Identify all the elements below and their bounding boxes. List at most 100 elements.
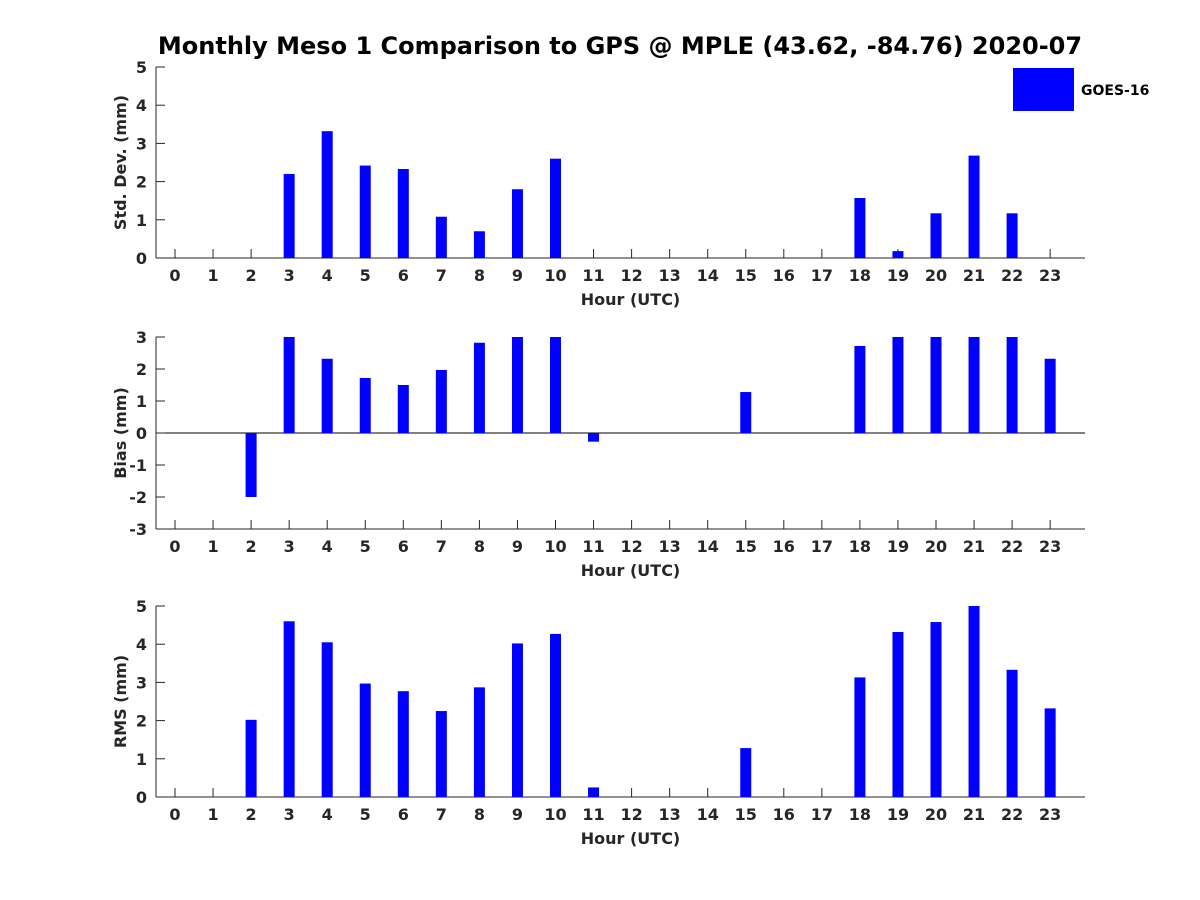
y-tick-label: 4: [136, 635, 147, 654]
bar-stddev-4: [321, 131, 333, 258]
legend-label: GOES-16: [1081, 83, 1149, 99]
x-tick-label: 17: [811, 266, 833, 285]
bar-stddev-7: [435, 216, 447, 258]
bar-rms-5: [359, 683, 371, 797]
y-tick-label: 0: [136, 788, 147, 807]
y-tick-label: 3: [136, 134, 147, 153]
bar-stddev-10: [550, 158, 561, 258]
bar-rms-2: [245, 719, 257, 797]
y-tick-label: 2: [136, 173, 147, 192]
x-tick-label: 16: [773, 537, 795, 556]
x-tick-label: 21: [963, 266, 985, 285]
x-tick-label: 19: [887, 266, 909, 285]
x-tick-label: 6: [398, 537, 409, 556]
x-tick-label: 10: [544, 805, 566, 824]
x-tick-label: 1: [207, 805, 218, 824]
bar-rms-20: [930, 622, 942, 797]
x-tick-label: 6: [398, 266, 409, 285]
x-tick-label: 20: [925, 805, 947, 824]
x-axis-label: Hour (UTC): [581, 829, 681, 848]
x-tick-label: 10: [544, 537, 566, 556]
bar-rms-3: [283, 621, 295, 797]
x-tick-label: 23: [1039, 537, 1061, 556]
y-tick-label: 3: [136, 328, 147, 347]
bar-stddev-18: [854, 198, 866, 258]
x-tick-label: 0: [169, 537, 180, 556]
bar-stddev-8: [473, 231, 485, 258]
bar-stddev-3: [283, 173, 295, 258]
x-tick-label: 22: [1001, 805, 1023, 824]
y-tick-label: 5: [136, 597, 147, 616]
x-tick-label: 1: [207, 537, 218, 556]
x-tick-label: 3: [284, 805, 295, 824]
x-tick-label: 2: [246, 805, 257, 824]
x-tick-label: 7: [436, 266, 447, 285]
x-tick-label: 16: [773, 266, 795, 285]
x-tick-label: 15: [735, 266, 757, 285]
bar-stddev-9: [511, 189, 523, 258]
x-tick-label: 2: [246, 537, 257, 556]
x-tick-label: 21: [963, 537, 985, 556]
bar-rms-10: [550, 633, 561, 797]
bar-bias-15: [740, 392, 752, 433]
bar-bias-4: [321, 358, 333, 433]
x-tick-label: 14: [697, 537, 719, 556]
chart-title: Monthly Meso 1 Comparison to GPS @ MPLE …: [158, 32, 1082, 60]
x-axis-label: Hour (UTC): [581, 290, 681, 309]
bar-rms-22: [1006, 669, 1018, 797]
x-tick-label: 20: [925, 266, 947, 285]
x-tick-label: 14: [697, 266, 719, 285]
bar-rms-8: [473, 687, 485, 797]
x-tick-label: 12: [620, 537, 642, 556]
x-tick-label: 4: [322, 805, 333, 824]
x-tick-label: 18: [849, 266, 871, 285]
bar-rms-21: [968, 606, 980, 797]
y-tick-label: 4: [136, 96, 147, 115]
x-tick-label: 12: [620, 805, 642, 824]
legend-swatch: [1013, 68, 1074, 111]
x-tick-label: 23: [1039, 266, 1061, 285]
bar-rms-18: [854, 677, 866, 797]
y-tick-label: -1: [129, 456, 147, 475]
bar-bias-19: [892, 337, 904, 433]
bar-rms-11: [588, 787, 600, 797]
y-tick-label: 1: [136, 211, 147, 230]
x-tick-label: 1: [207, 266, 218, 285]
y-tick-label: 0: [136, 424, 147, 443]
bar-bias-7: [435, 369, 447, 433]
x-tick-label: 14: [697, 805, 719, 824]
bar-bias-5: [359, 377, 371, 433]
y-tick-label: 2: [136, 360, 147, 379]
x-tick-label: 19: [887, 537, 909, 556]
x-tick-label: 8: [474, 805, 485, 824]
x-tick-label: 8: [474, 537, 485, 556]
legend: GOES-16: [1012, 67, 1149, 112]
bar-rms-15: [740, 748, 752, 797]
bar-bias-10: [550, 337, 561, 433]
y-tick-label: 3: [136, 673, 147, 692]
x-tick-label: 13: [659, 805, 681, 824]
x-tick-label: 7: [436, 805, 447, 824]
x-tick-label: 18: [849, 537, 871, 556]
y-axis-label: Std. Dev. (mm): [111, 95, 130, 230]
bar-rms-6: [397, 691, 409, 797]
x-tick-label: 12: [620, 266, 642, 285]
bar-bias-6: [397, 385, 409, 433]
bar-stddev-6: [397, 168, 409, 258]
x-tick-label: 16: [773, 805, 795, 824]
x-tick-label: 13: [659, 266, 681, 285]
x-tick-label: 22: [1001, 537, 1023, 556]
x-tick-label: 19: [887, 805, 909, 824]
bar-bias-3: [283, 337, 295, 433]
bar-bias-8: [473, 342, 485, 433]
x-tick-label: 17: [811, 805, 833, 824]
bar-bias-22: [1006, 337, 1018, 433]
x-tick-label: 11: [582, 266, 604, 285]
x-tick-label: 11: [582, 805, 604, 824]
x-tick-label: 8: [474, 266, 485, 285]
bar-rms-19: [892, 631, 904, 797]
x-tick-label: 9: [512, 266, 523, 285]
